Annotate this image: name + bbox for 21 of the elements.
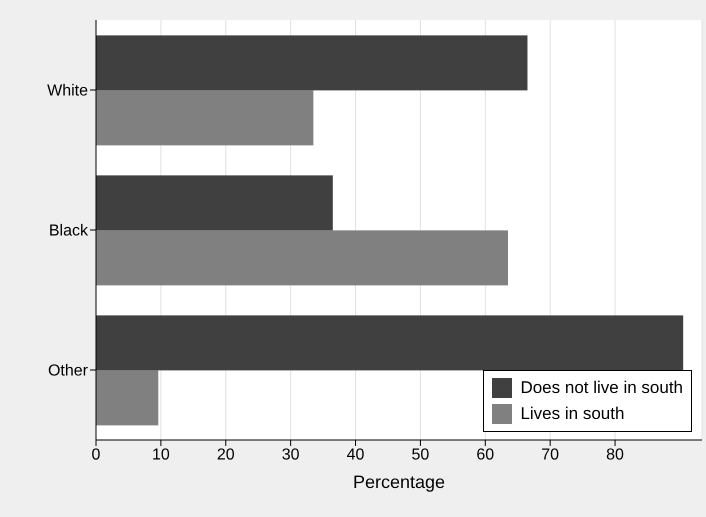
legend-label: Lives in south: [520, 403, 624, 425]
y-tick-label: Black: [48, 222, 89, 240]
x-tick-label: 70: [541, 446, 560, 464]
x-tick-label: 30: [282, 446, 300, 464]
x-tick-label: 20: [216, 446, 235, 464]
y-tick-label: White: [47, 82, 88, 100]
x-tick-label: 80: [606, 446, 624, 464]
x-tick-label: 50: [412, 446, 430, 464]
bar: [96, 35, 528, 90]
y-tick-label: Other: [48, 362, 89, 380]
x-tick-label: 40: [346, 446, 365, 464]
x-tick-label: 60: [476, 446, 494, 464]
bar: [96, 315, 684, 370]
legend-label: Does not live in south: [520, 377, 683, 399]
bar: [96, 90, 314, 146]
bar: [96, 175, 333, 230]
bar: [96, 370, 158, 426]
x-tick-label: 0: [92, 446, 101, 464]
x-tick-label: 10: [152, 446, 170, 464]
x-axis-title: Percentage: [352, 472, 446, 492]
bar: [96, 230, 508, 286]
